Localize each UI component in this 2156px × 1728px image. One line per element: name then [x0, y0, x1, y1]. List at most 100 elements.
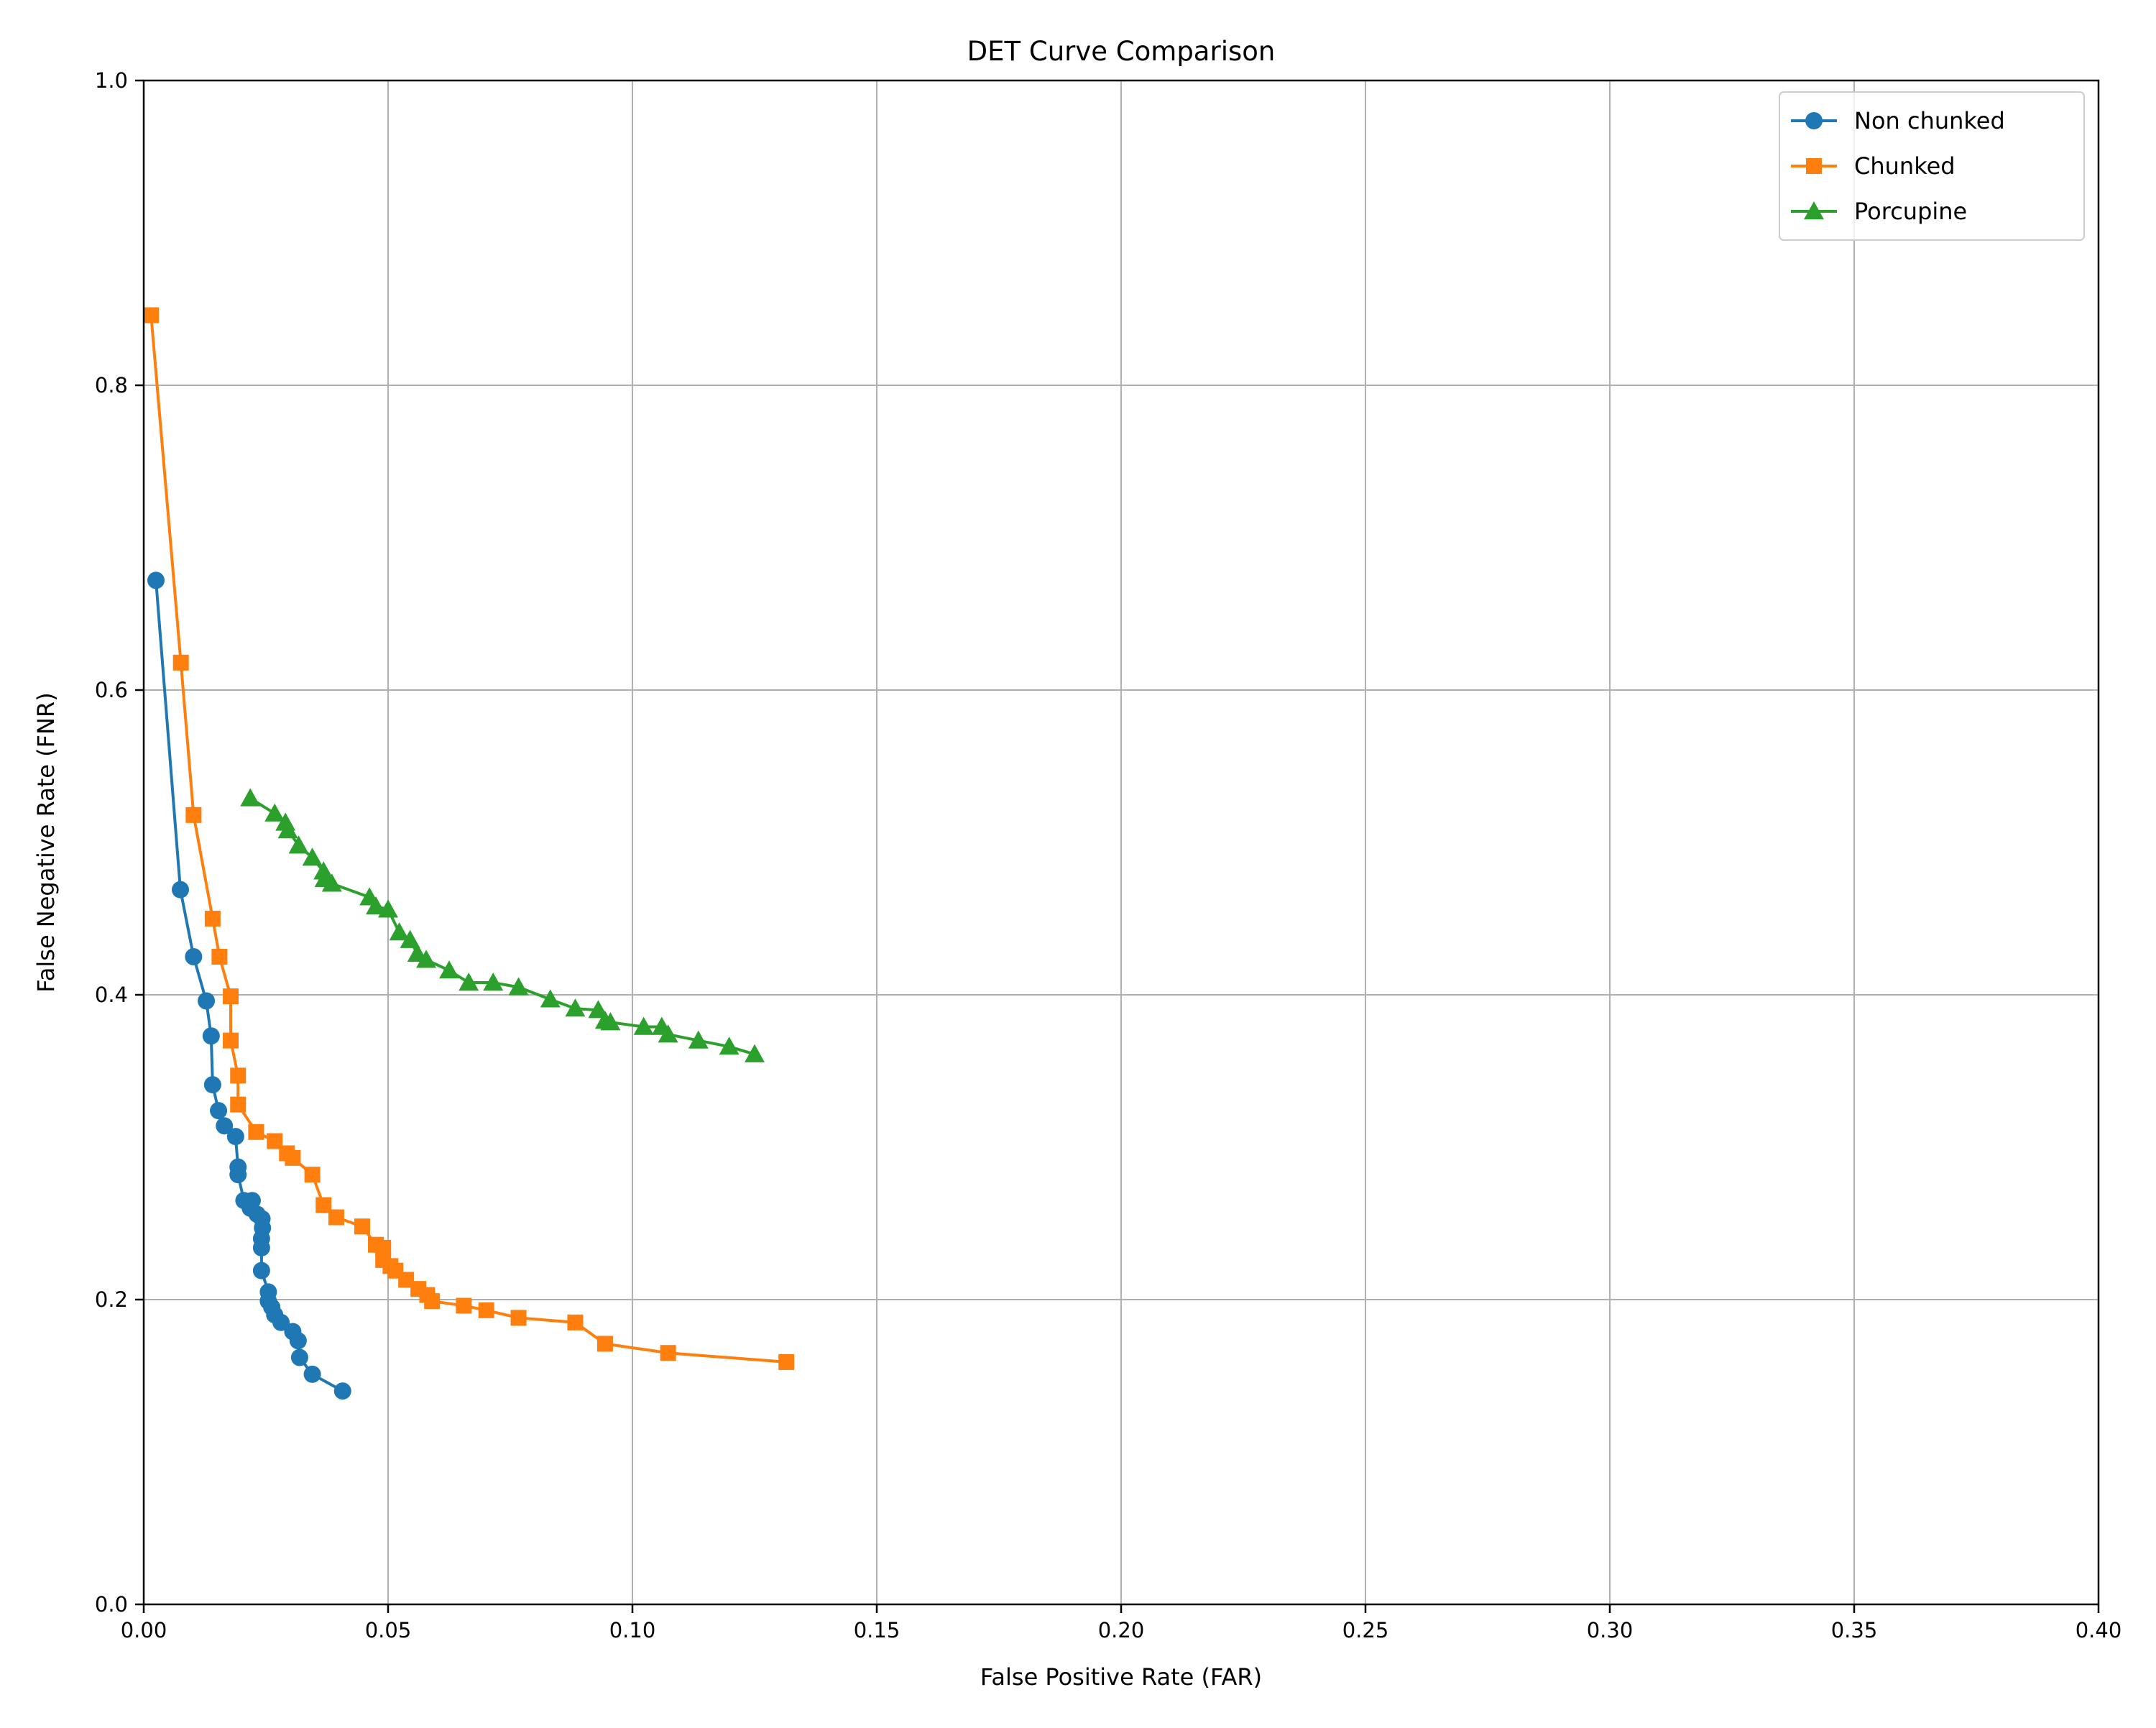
legend-item-porcupine: Porcupine — [1791, 198, 1967, 225]
data-point-porcupine — [240, 788, 261, 806]
legend-box — [1779, 91, 2085, 241]
data-point-non-chunked — [210, 1102, 228, 1120]
data-point-porcupine — [416, 950, 437, 968]
y-tick-label: 0.6 — [95, 678, 128, 702]
data-point-porcupine — [439, 960, 459, 979]
series-porcupine — [240, 788, 765, 1062]
data-point-porcupine — [588, 1000, 609, 1019]
data-point-chunked — [285, 1149, 301, 1166]
data-point-non-chunked — [229, 1166, 247, 1184]
data-point-porcupine — [719, 1037, 740, 1055]
legend-item-non-chunked: Non chunked — [1791, 107, 2005, 134]
legend-label-porcupine: Porcupine — [1854, 198, 1967, 225]
x-tick-label: 0.15 — [854, 1618, 900, 1642]
data-point-porcupine — [658, 1024, 678, 1043]
data-point-porcupine — [389, 922, 410, 941]
data-point-chunked — [211, 949, 228, 965]
data-point-chunked — [424, 1293, 441, 1310]
legend-label-chunked: Chunked — [1854, 152, 1955, 180]
data-point-chunked — [315, 1197, 332, 1213]
data-point-porcupine — [264, 803, 285, 822]
data-point-porcupine — [321, 873, 342, 892]
data-point-chunked — [230, 1067, 247, 1084]
data-point-chunked — [510, 1310, 527, 1326]
data-point-porcupine — [600, 1012, 621, 1031]
data-point-porcupine — [366, 896, 386, 915]
axis-ticks: 0.00 0.05 0.10 0.15 0.20 0.25 0.30 0.35 0.40 0.0 0… — [95, 68, 2122, 1642]
data-point-chunked — [660, 1345, 676, 1361]
legend-marker-porcupine — [1804, 201, 1824, 220]
data-point-porcupine — [565, 998, 586, 1017]
data-point-non-chunked — [202, 1027, 220, 1045]
y-axis-label: False Negative Rate (FNR) — [32, 692, 60, 992]
data-point-chunked — [596, 1336, 613, 1352]
data-point-porcupine — [277, 820, 298, 839]
data-point-chunked — [204, 911, 221, 927]
data-point-non-chunked — [185, 948, 203, 965]
data-point-porcupine — [378, 899, 398, 918]
data-point-chunked — [398, 1272, 415, 1288]
legend-item-chunked: Chunked — [1791, 152, 1955, 180]
data-point-non-chunked — [289, 1332, 307, 1350]
data-point-porcupine — [508, 977, 529, 996]
data-point-chunked — [304, 1167, 321, 1183]
data-point-non-chunked — [172, 881, 189, 899]
series-chunked — [143, 307, 795, 1370]
data-point-chunked — [223, 988, 239, 1005]
data-point-non-chunked — [303, 1365, 321, 1383]
data-point-porcupine — [302, 847, 323, 866]
data-point-chunked — [456, 1297, 472, 1314]
data-point-chunked — [375, 1239, 392, 1256]
x-tick-label: 0.30 — [1587, 1618, 1634, 1642]
x-tick-label: 0.25 — [1342, 1618, 1389, 1642]
data-point-non-chunked — [243, 1192, 261, 1210]
data-point-porcupine — [745, 1044, 765, 1062]
data-point-non-chunked — [252, 1261, 270, 1279]
data-point-porcupine — [459, 973, 479, 991]
data-point-chunked — [143, 307, 160, 323]
data-point-chunked — [172, 654, 189, 671]
data-point-porcupine — [633, 1016, 654, 1035]
x-tick-label: 0.20 — [1098, 1618, 1145, 1642]
x-tick-label: 0.00 — [121, 1618, 167, 1642]
data-point-chunked — [248, 1123, 264, 1140]
data-point-non-chunked — [216, 1117, 234, 1135]
data-point-chunked — [328, 1209, 344, 1226]
data-point-non-chunked — [147, 571, 165, 589]
data-point-porcupine — [313, 861, 334, 880]
data-point-porcupine — [688, 1030, 709, 1049]
data-point-non-chunked — [203, 1076, 221, 1094]
y-tick-label: 0.2 — [95, 1287, 128, 1312]
data-point-chunked — [778, 1354, 795, 1370]
legend-marker-chunked — [1806, 158, 1822, 174]
data-point-non-chunked — [272, 1313, 290, 1331]
x-tick-label: 0.05 — [365, 1618, 412, 1642]
legend-marker-non-chunked — [1805, 112, 1823, 129]
data-point-chunked — [230, 1096, 247, 1113]
data-point-porcupine — [483, 973, 504, 991]
y-tick-label: 0.8 — [95, 373, 128, 397]
y-tick-label: 0.4 — [95, 983, 128, 1007]
data-point-chunked — [267, 1133, 283, 1149]
y-tick-label: 1.0 — [95, 68, 128, 93]
x-tick-label: 0.35 — [1831, 1618, 1878, 1642]
data-point-chunked — [185, 806, 202, 823]
series-non-chunked — [147, 571, 351, 1400]
data-point-non-chunked — [333, 1382, 351, 1400]
data-point-non-chunked — [290, 1348, 308, 1366]
data-point-porcupine — [400, 929, 420, 948]
data-point-chunked — [354, 1218, 370, 1235]
chart-title: DET Curve Comparison — [967, 36, 1276, 67]
data-point-chunked — [567, 1314, 584, 1331]
data-point-porcupine — [540, 989, 561, 1008]
series-layer — [143, 307, 795, 1400]
data-point-non-chunked — [198, 992, 216, 1010]
data-point-chunked — [223, 1032, 239, 1049]
y-tick-label: 0.0 — [95, 1592, 128, 1617]
legend: Non chunked Chunked Porcupine — [1779, 91, 2085, 241]
data-point-chunked — [478, 1302, 494, 1318]
legend-label-non-chunked: Non chunked — [1854, 107, 2005, 134]
